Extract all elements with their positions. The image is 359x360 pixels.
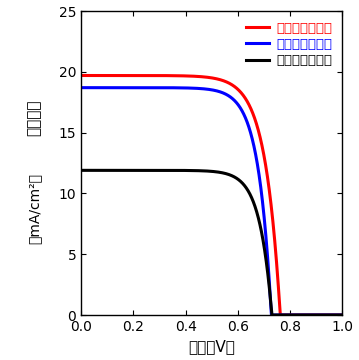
逆構造（厕膜）	[79, 73, 83, 78]
逆構造（厕膜）	[333, 313, 337, 317]
順構造（薄膜）	[333, 313, 337, 317]
順構造（薄膜）	[199, 168, 204, 173]
逆構造（厕膜）	[285, 313, 289, 317]
順構造（厕膜）	[333, 313, 337, 317]
逆構造（厕膜）	[92, 73, 97, 78]
順構造（厕膜）	[340, 313, 345, 317]
逆構造（厕膜）	[206, 75, 210, 80]
順構造（厕膜）	[79, 85, 83, 90]
順構造（薄膜）	[270, 313, 274, 317]
順構造（厕膜）	[92, 85, 97, 90]
順構造（厕膜）	[285, 313, 289, 317]
Line: 順構造（厕膜）: 順構造（厕膜）	[81, 87, 342, 315]
順構造（厕膜）	[199, 86, 204, 91]
逆構造（厕膜）	[199, 75, 204, 79]
Text: 電流密度: 電流密度	[27, 99, 42, 136]
Line: 順構造（薄膜）: 順構造（薄膜）	[81, 170, 342, 315]
順構造（厕膜）	[269, 313, 274, 317]
順構造（薄膜）	[92, 168, 97, 172]
順構造（厕膜）	[206, 87, 210, 91]
逆構造（厕膜）	[278, 313, 283, 317]
Text: （mA/cm²）: （mA/cm²）	[27, 173, 41, 244]
順構造（薄膜）	[206, 169, 210, 173]
順構造（薄膜）	[285, 313, 289, 317]
順構造（厕膜）	[333, 313, 337, 317]
順構造（薄膜）	[333, 313, 337, 317]
Line: 逆構造（厕膜）: 逆構造（厕膜）	[81, 76, 342, 315]
逆構造（厕膜）	[340, 313, 345, 317]
X-axis label: 電圧（V）: 電圧（V）	[188, 339, 235, 355]
逆構造（厕膜）	[333, 313, 337, 317]
Legend: 逆構造（厕膜）, 順構造（厕膜）, 順構造（薄膜）: 逆構造（厕膜）, 順構造（厕膜）, 順構造（薄膜）	[242, 18, 336, 71]
順構造（薄膜）	[340, 313, 345, 317]
順構造（薄膜）	[79, 168, 83, 172]
